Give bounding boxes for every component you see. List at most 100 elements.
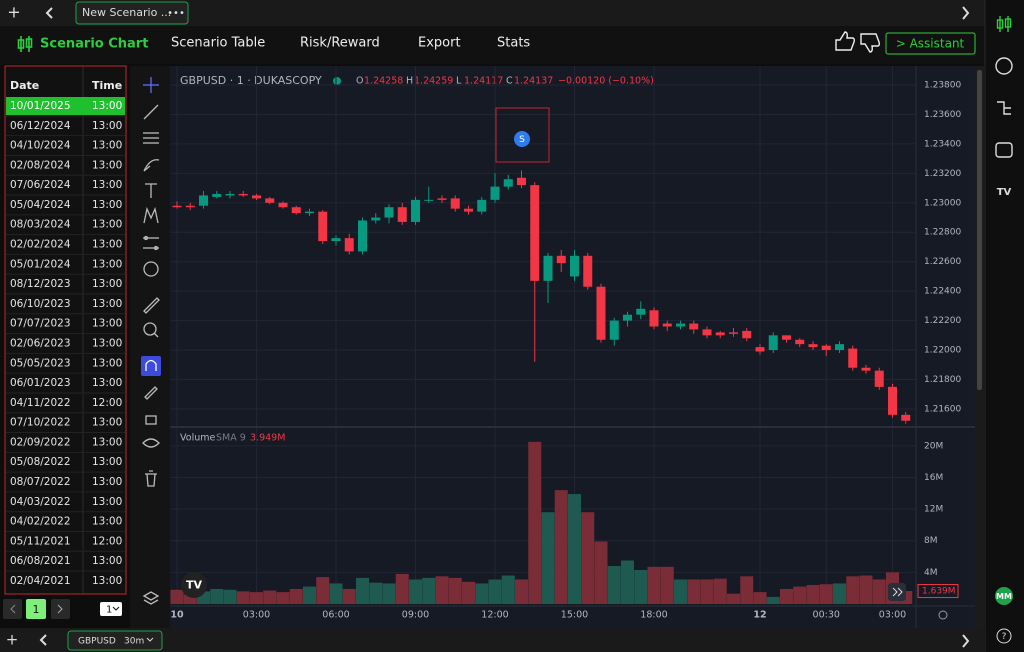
selected-row[interactable]	[6, 97, 125, 115]
candle-body	[464, 208, 473, 212]
symbol-label: GBPUSD · 1 · DUKASCOPY	[180, 74, 322, 87]
ohlc-key: C	[506, 76, 513, 87]
y-tick-label: 1.22800	[924, 228, 961, 238]
candle-body	[583, 255, 593, 287]
tv-logo	[181, 572, 207, 598]
date-cell: 05/04/2024	[10, 199, 71, 211]
time-cell: 13:00	[92, 516, 122, 528]
volume-bar	[541, 512, 555, 604]
next-page[interactable]	[51, 599, 70, 619]
time-cell: 13:00	[92, 120, 122, 132]
zoom-tool[interactable]	[143, 322, 159, 338]
crosshair-tool[interactable]	[143, 77, 159, 93]
page-button[interactable]	[26, 599, 46, 619]
candle-body	[821, 345, 831, 351]
nav-item[interactable]: Stats	[497, 36, 530, 51]
candle-body	[636, 308, 646, 315]
select-arrow	[112, 606, 120, 611]
y-tick-label: 12M	[924, 505, 943, 515]
thumbs-up[interactable]	[835, 31, 856, 51]
chart-icon[interactable]	[996, 16, 1012, 32]
tree-icon[interactable]	[997, 101, 1011, 115]
fib-tool[interactable]	[143, 132, 159, 144]
add-icon[interactable]: +	[6, 631, 19, 649]
nav-item[interactable]: Risk/Reward	[300, 36, 380, 51]
volume-bar	[740, 576, 754, 604]
time-cell: 13:00	[92, 199, 122, 211]
nav-item[interactable]: Scenario Table	[171, 36, 265, 51]
lock-draw-tool[interactable]	[144, 386, 158, 400]
thumbs-down[interactable]	[860, 33, 881, 53]
candle-body	[384, 207, 394, 218]
volume-bar	[833, 583, 846, 604]
volume-bar	[435, 576, 449, 604]
code-icon[interactable]	[995, 142, 1013, 158]
back-icon[interactable]	[45, 7, 53, 19]
x-tick-label: 03:00	[879, 610, 906, 621]
x-tick-label: 10	[170, 610, 184, 621]
candle-body	[715, 332, 725, 336]
y-tick-label: 1.22000	[924, 346, 961, 356]
scenario-tab[interactable]	[75, 1, 189, 25]
visibility-tool[interactable]	[142, 438, 160, 448]
volume-bar	[382, 583, 396, 604]
date-cell: 06/01/2023	[10, 377, 71, 389]
pattern-tool[interactable]	[143, 206, 159, 224]
back-icon[interactable]	[39, 634, 47, 646]
layers-tool[interactable]	[142, 591, 160, 605]
settings-icon[interactable]	[938, 610, 948, 620]
x-tick-label: 03:00	[243, 610, 270, 621]
lock-tool[interactable]	[145, 415, 157, 425]
candle-body	[411, 199, 420, 222]
help-icon[interactable]	[996, 628, 1012, 644]
time-cell: 13:00	[92, 555, 122, 567]
assistant-button[interactable]	[885, 32, 976, 55]
candle-body	[742, 330, 752, 339]
candle-body	[795, 339, 805, 345]
tab-menu[interactable]: •••	[167, 8, 185, 19]
volume-bar	[872, 579, 886, 604]
trendline-tool[interactable]	[143, 104, 159, 120]
date-cell: 06/12/2024	[10, 120, 71, 132]
page-size-select[interactable]	[100, 602, 122, 616]
volume-bar	[700, 579, 714, 604]
candle-body	[331, 238, 341, 242]
date-cell: 02/08/2024	[10, 159, 71, 171]
date-cell: 08/03/2024	[10, 219, 71, 231]
volume-bar	[780, 588, 793, 604]
x-tick-label: 06:00	[322, 610, 349, 621]
add-icon[interactable]: +	[7, 3, 20, 22]
symbol-tab[interactable]	[67, 630, 163, 651]
time-cell: 13:00	[92, 357, 122, 369]
magnet-tool[interactable]	[141, 356, 161, 376]
ohlc-key: H	[406, 76, 413, 87]
candle-body	[689, 323, 699, 330]
volume-bar	[846, 576, 860, 604]
forward-icon[interactable]	[962, 6, 970, 20]
candle-body	[503, 179, 513, 187]
candle-body	[238, 193, 248, 196]
date-cell: 04/02/2022	[10, 516, 71, 528]
assistant-label: > Assistant	[896, 37, 965, 51]
volume-bar	[448, 577, 462, 604]
candle-body	[901, 414, 911, 421]
nav-item[interactable]: Scenario Chart	[40, 37, 148, 52]
delete-tool[interactable]	[145, 470, 157, 487]
date-cell: 06/08/2021	[10, 555, 71, 567]
right-sidebar	[985, 0, 1024, 652]
nav-item[interactable]: Export	[418, 36, 461, 51]
scenario-marker[interactable]	[514, 131, 530, 147]
sync-icon[interactable]	[995, 57, 1013, 75]
volume-bar	[356, 577, 369, 604]
tv-icon[interactable]: TV	[997, 187, 1012, 198]
measure-tool[interactable]	[143, 235, 159, 251]
ruler-tool[interactable]	[143, 297, 160, 314]
emoji-tool[interactable]	[143, 261, 159, 277]
forward-icon[interactable]	[962, 634, 970, 648]
candle-body	[225, 193, 235, 196]
brush-tool[interactable]	[143, 159, 160, 172]
time-cell: 13:00	[92, 278, 122, 290]
prev-page[interactable]	[3, 599, 22, 619]
avatar[interactable]	[995, 587, 1013, 605]
text-tool[interactable]	[145, 183, 157, 198]
